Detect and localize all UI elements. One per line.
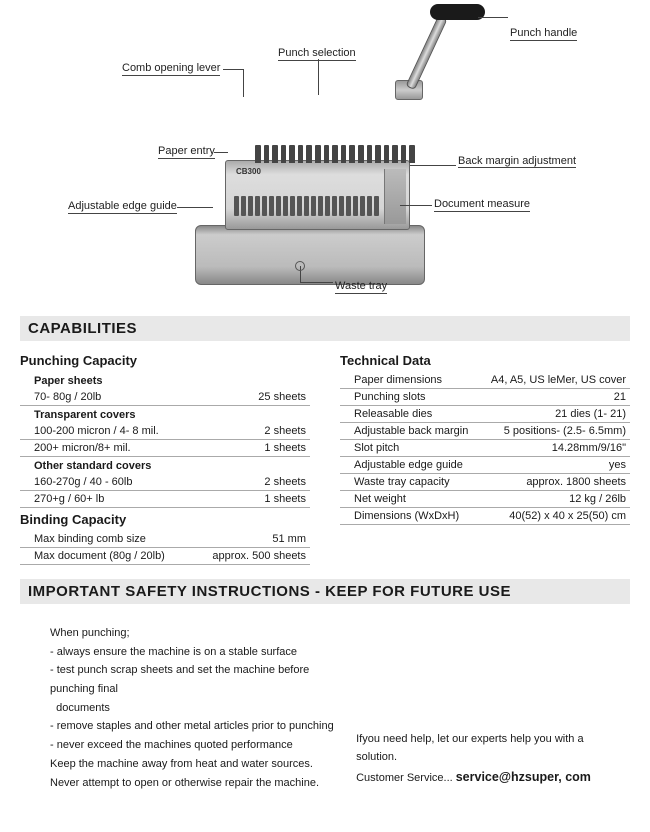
punching-col: Punching Capacity Paper sheets 70- 80g /… [20, 349, 310, 565]
group-other: Other standard covers [20, 457, 310, 474]
spec-row: 160-270g / 40 - 60lb2 sheets [20, 474, 310, 491]
callout-doc-measure: Document measure [434, 198, 530, 212]
spec-row: Punching slots21 [340, 389, 630, 406]
handle-grip [430, 4, 485, 20]
service-email: service@hzsuper, com [456, 770, 591, 784]
service-line: Customer Service... service@hzsuper, com [356, 767, 618, 788]
spec-row: Slot pitch14.28mm/9/16" [340, 440, 630, 457]
safety-line: documents [50, 699, 338, 718]
spec-row: Adjustable edge guideyes [340, 457, 630, 474]
binding-title: Binding Capacity [20, 512, 310, 527]
punching-title: Punching Capacity [20, 353, 310, 368]
spec-row: 70- 80g / 20lb25 sheets [20, 389, 310, 406]
safety-line: Never attempt to open or otherwise repai… [50, 774, 338, 793]
safety-line: Keep the machine away from heat and wate… [50, 755, 338, 774]
handle-arm [405, 15, 447, 90]
group-transparent: Transparent covers [20, 406, 310, 423]
model-label: CB300 [236, 167, 261, 176]
safety-line: - always ensure the machine is on a stab… [50, 643, 338, 662]
group-paper: Paper sheets [20, 372, 310, 389]
help-text: Ifyou need help, let our experts help yo… [356, 730, 618, 767]
safety-line: - test punch scrap sheets and set the ma… [50, 661, 338, 698]
service-block: Ifyou need help, let our experts help yo… [356, 624, 618, 792]
safety-line: When punching; [50, 624, 338, 643]
section-capabilities: CAPABILITIES [20, 316, 630, 341]
callout-punch-selection: Punch selection [278, 47, 356, 61]
safety-line: - never exceed the machines quoted perfo… [50, 736, 338, 755]
spec-row: Waste tray capacityapprox. 1800 sheets [340, 474, 630, 491]
callout-punch-handle: Punch handle [510, 27, 577, 41]
callout-paper-entry: Paper entry [158, 145, 215, 159]
safety-instructions: When punching; - always ensure the machi… [50, 624, 338, 792]
section-safety: IMPORTANT SAFETY INSTRUCTIONS - KEEP FOR… [20, 579, 630, 604]
safety-line: - remove staples and other metal article… [50, 717, 338, 736]
spec-row: 270+g / 60+ lb1 sheets [20, 491, 310, 508]
spec-row: Max document (80g / 20lb)approx. 500 she… [20, 548, 310, 565]
techdata-col: Technical Data Paper dimensionsA4, A5, U… [340, 349, 630, 565]
techdata-title: Technical Data [340, 353, 630, 368]
spec-row: Dimensions (WxDxH)40(52) x 40 x 25(50) c… [340, 508, 630, 525]
callout-comb-lever: Comb opening lever [122, 62, 220, 76]
spec-row: Adjustable back margin5 positions- (2.5-… [340, 423, 630, 440]
spec-row: Paper dimensionsA4, A5, US leMer, US cov… [340, 372, 630, 389]
product-diagram: CB300 Punch handle Punch selection Comb … [0, 0, 650, 310]
spec-row: 200+ micron/8+ mil.1 sheets [20, 440, 310, 457]
callout-back-margin: Back margin adjustment [458, 155, 576, 168]
spec-row: Net weight12 kg / 26lb [340, 491, 630, 508]
callout-waste-tray: Waste tray [335, 280, 387, 294]
callout-edge-guide: Adjustable edge guide [68, 200, 177, 214]
machine-illustration: CB300 [195, 85, 425, 285]
spec-row: 100-200 micron / 4- 8 mil.2 sheets [20, 423, 310, 440]
spec-row: Releasable dies21 dies (1- 21) [340, 406, 630, 423]
spec-row: Max binding comb size51 mm [20, 531, 310, 548]
